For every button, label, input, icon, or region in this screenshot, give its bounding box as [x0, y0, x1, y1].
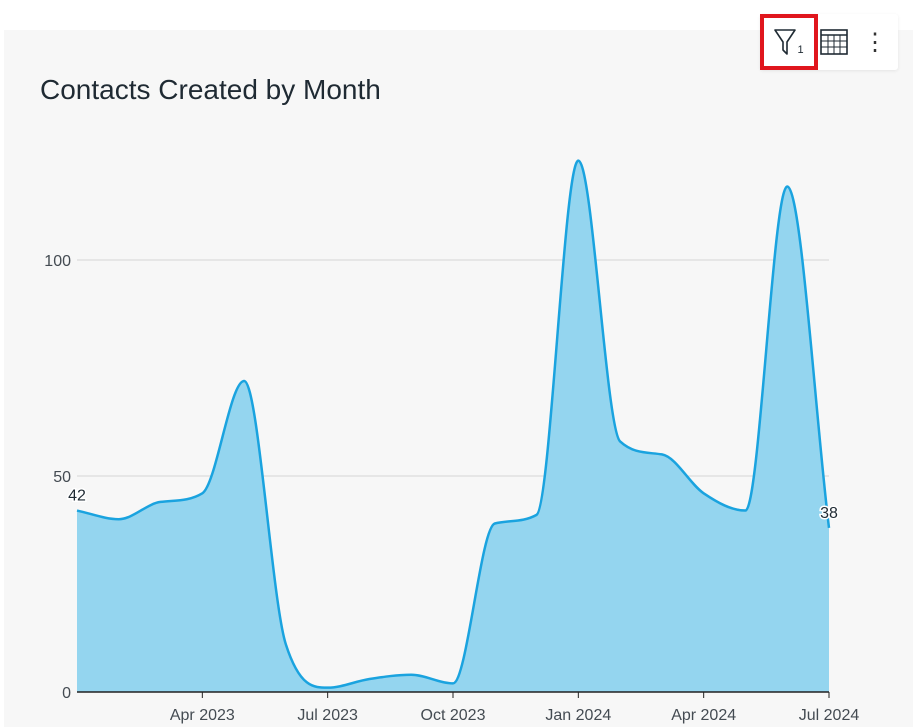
- y-tick-label: 0: [62, 685, 71, 702]
- y-tick-label: 50: [53, 469, 71, 486]
- data-label: 38: [820, 505, 838, 522]
- more-vertical-icon: ⋮: [863, 28, 887, 56]
- filter-icon: [774, 29, 797, 55]
- series-line: [76, 159, 831, 689]
- more-options-button[interactable]: ⋮: [858, 14, 892, 70]
- chart-title: Contacts Created by Month: [40, 74, 381, 105]
- chart-toolbar: 1 ⋮: [760, 14, 898, 70]
- table-icon: [820, 29, 848, 55]
- x-tick-label: Jul 2023: [297, 707, 358, 724]
- table-view-button[interactable]: [816, 14, 852, 70]
- y-tick-label: 100: [44, 253, 71, 270]
- data-label: 42: [68, 488, 86, 505]
- x-tick-label: Jan 2024: [545, 707, 611, 724]
- x-tick-label: Jul 2024: [799, 707, 860, 724]
- filter-button[interactable]: 1: [760, 14, 818, 70]
- x-tick-label: Apr 2023: [170, 707, 235, 724]
- filter-count-badge: 1: [797, 44, 804, 56]
- x-tick-label: Apr 2024: [671, 707, 736, 724]
- series-area: [77, 160, 829, 692]
- x-tick-label: Oct 2023: [421, 707, 486, 724]
